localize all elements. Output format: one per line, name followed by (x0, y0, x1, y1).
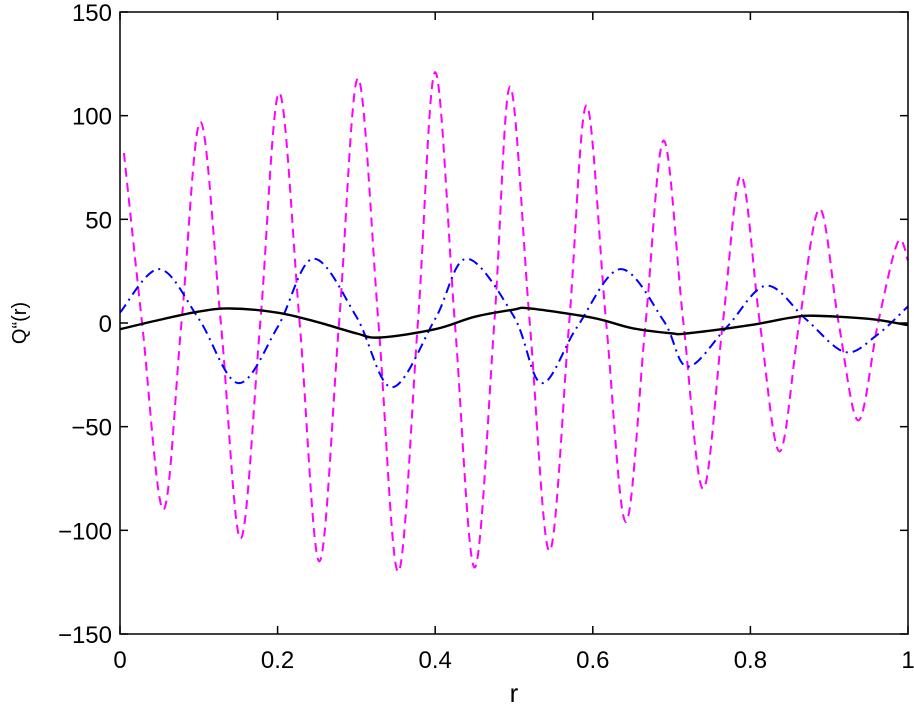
y-tick-label: 100 (72, 104, 112, 131)
x-tick-label: 0.8 (734, 647, 767, 674)
x-tick-label: 0.6 (576, 647, 609, 674)
x-axis-label: r (510, 678, 519, 708)
x-tick-label: 0 (113, 647, 126, 674)
series-layer (119, 71, 909, 573)
y-tick-label: 0 (99, 311, 112, 338)
x-tick-label: 1 (901, 647, 914, 674)
x-tick-label: 0.4 (419, 647, 452, 674)
x-tick-label: 0.2 (261, 647, 294, 674)
series-dashdot-blue-line (119, 257, 909, 389)
y-tick-label: 50 (85, 207, 112, 234)
y-tick-label: −150 (58, 622, 112, 649)
y-tick-label: −50 (71, 415, 112, 442)
series-solid-black-line (119, 306, 909, 339)
y-tick-label: 150 (72, 0, 112, 27)
ticks-layer: 0 0.2 0.4 0.6 0.8 1 −150 −100 −50 0 50 100 150 (58, 0, 914, 674)
y-axis-label: Q“(r) (9, 302, 31, 344)
series-dashed-magenta-line (122, 71, 909, 573)
y-tick-label: −100 (58, 518, 112, 545)
